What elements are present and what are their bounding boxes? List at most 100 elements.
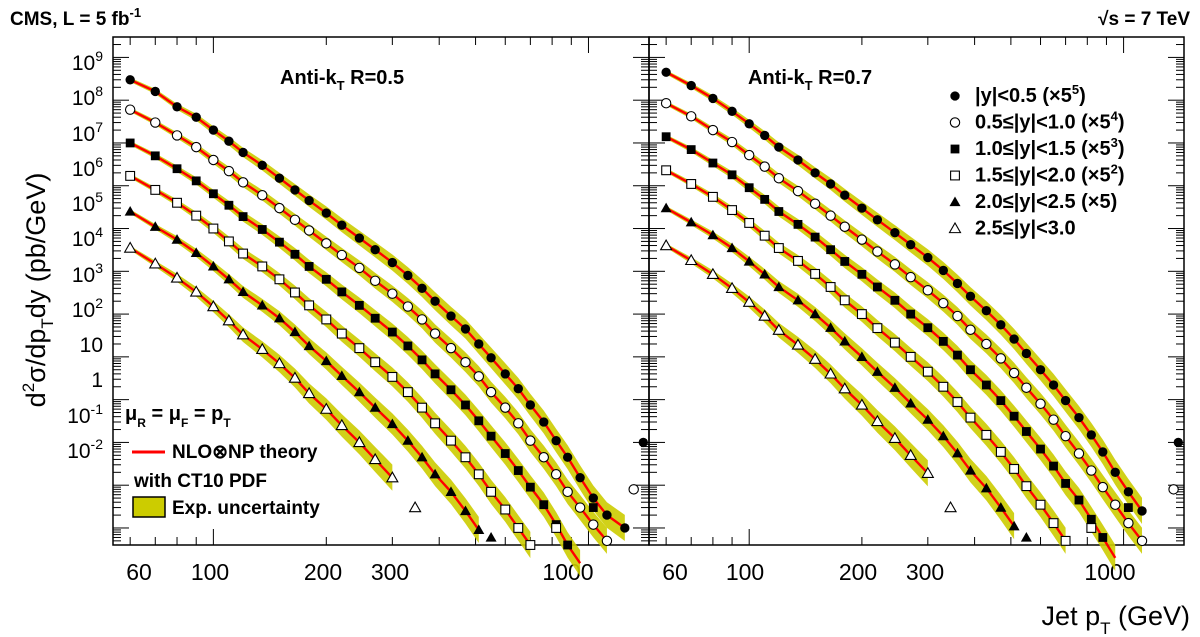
legend-entry: 2.0≤|y|<2.5 (×5) xyxy=(975,191,1117,213)
data-point xyxy=(402,301,414,312)
data-point xyxy=(1048,518,1059,529)
data-point xyxy=(238,147,248,158)
data-point xyxy=(1048,414,1059,425)
data-point xyxy=(890,227,900,238)
y-tick-1em2: 10 xyxy=(67,440,90,463)
data-point xyxy=(686,80,696,91)
data-point xyxy=(460,324,471,334)
data-point xyxy=(922,285,934,296)
data-point xyxy=(172,102,182,112)
data-point xyxy=(793,155,803,165)
data-point xyxy=(964,465,976,475)
data-point xyxy=(1110,499,1121,510)
data-point xyxy=(208,154,219,166)
data-point xyxy=(288,371,302,383)
rapidity-legend: |y|<0.5 (×55)0.5≤|y|<1.0 (×54)1.0≤|y|<1.… xyxy=(948,82,1125,240)
y-tick-1e6-exp: 6 xyxy=(95,154,103,170)
data-point xyxy=(965,324,976,335)
data-point xyxy=(430,418,441,429)
legend-marker-open-triangle xyxy=(948,221,962,234)
data-point xyxy=(525,482,535,492)
svg-text:d2σ/dpTdy (pb/GeV): d2σ/dpTdy (pb/GeV) xyxy=(19,173,57,408)
data-point xyxy=(148,257,162,269)
data-point xyxy=(1073,448,1085,459)
data-point xyxy=(513,384,523,394)
theory-label-line1: NLO⊗NP theory xyxy=(172,442,318,463)
data-point xyxy=(289,214,301,226)
data-point xyxy=(189,285,203,297)
data-point xyxy=(1021,481,1032,492)
data-point xyxy=(290,287,300,298)
data-point xyxy=(872,246,883,257)
data-point xyxy=(921,466,935,478)
data-point xyxy=(223,236,234,247)
data-point xyxy=(353,386,365,397)
data-point xyxy=(906,239,916,250)
data-point xyxy=(191,112,201,122)
x-tick-left-200: 200 xyxy=(304,559,342,585)
data-point xyxy=(825,210,836,221)
x-tick-right-60: 60 xyxy=(662,559,688,585)
data-point xyxy=(171,234,183,244)
data-point xyxy=(386,418,398,429)
data-point xyxy=(825,322,837,332)
data-point xyxy=(773,281,785,292)
data-point xyxy=(513,466,523,475)
data-point xyxy=(1009,463,1020,474)
y-tick-1e9: 10 xyxy=(72,52,95,75)
right-panel-frame xyxy=(648,36,1185,546)
data-point xyxy=(303,225,315,236)
data-point xyxy=(500,449,510,458)
x-tick-right-300: 300 xyxy=(906,559,944,585)
legend-entry: 2.5≤|y|<3.0 xyxy=(975,218,1076,240)
data-point xyxy=(1008,520,1020,531)
svg-text:Jet pT (GeV): Jet pT (GeV) xyxy=(1042,601,1190,637)
data-point xyxy=(773,243,784,253)
data-point xyxy=(473,469,484,480)
svg-text:102: 102 xyxy=(72,295,103,322)
data-point xyxy=(417,355,427,365)
data-point xyxy=(981,338,992,350)
svg-text:108: 108 xyxy=(72,83,103,110)
data-point xyxy=(500,369,510,379)
data-point xyxy=(588,503,598,512)
data-point xyxy=(562,486,573,498)
data-point xyxy=(551,435,561,446)
y-tick-1em2-exp: -2 xyxy=(91,436,104,452)
data-point xyxy=(257,160,267,171)
legend-scale-exp: 2 xyxy=(1111,162,1118,177)
data-point xyxy=(793,255,803,266)
data-point xyxy=(1098,533,1108,542)
legend-scale-close: ) xyxy=(1118,165,1125,187)
data-point xyxy=(304,195,314,206)
data-point xyxy=(513,418,524,429)
data-point xyxy=(744,119,754,129)
data-point xyxy=(588,519,599,530)
legend-scale-exp: 3 xyxy=(1111,135,1118,150)
data-point xyxy=(1086,430,1096,440)
data-point xyxy=(486,353,496,363)
data-point xyxy=(551,523,562,533)
theory-line xyxy=(129,247,394,479)
data-point xyxy=(995,353,1007,364)
data-point xyxy=(826,245,836,255)
data-point xyxy=(206,299,220,312)
data-point xyxy=(1021,427,1031,436)
data-point xyxy=(336,370,348,380)
data-point xyxy=(321,238,332,249)
data-point xyxy=(1036,444,1045,454)
data-point xyxy=(303,340,315,351)
y-tick-10: 10 xyxy=(80,334,103,357)
data-point xyxy=(938,297,949,309)
data-point xyxy=(995,446,1006,457)
legend-entry: 1.0≤|y|<1.5 (×53) xyxy=(975,135,1125,160)
data-point xyxy=(944,500,957,513)
data-point xyxy=(500,504,511,515)
data-point xyxy=(759,268,771,279)
data-point xyxy=(191,210,202,221)
data-point xyxy=(1060,395,1071,406)
data-point xyxy=(965,291,976,302)
data-point xyxy=(661,67,671,77)
data-point xyxy=(224,136,234,146)
data-point xyxy=(1074,412,1084,423)
